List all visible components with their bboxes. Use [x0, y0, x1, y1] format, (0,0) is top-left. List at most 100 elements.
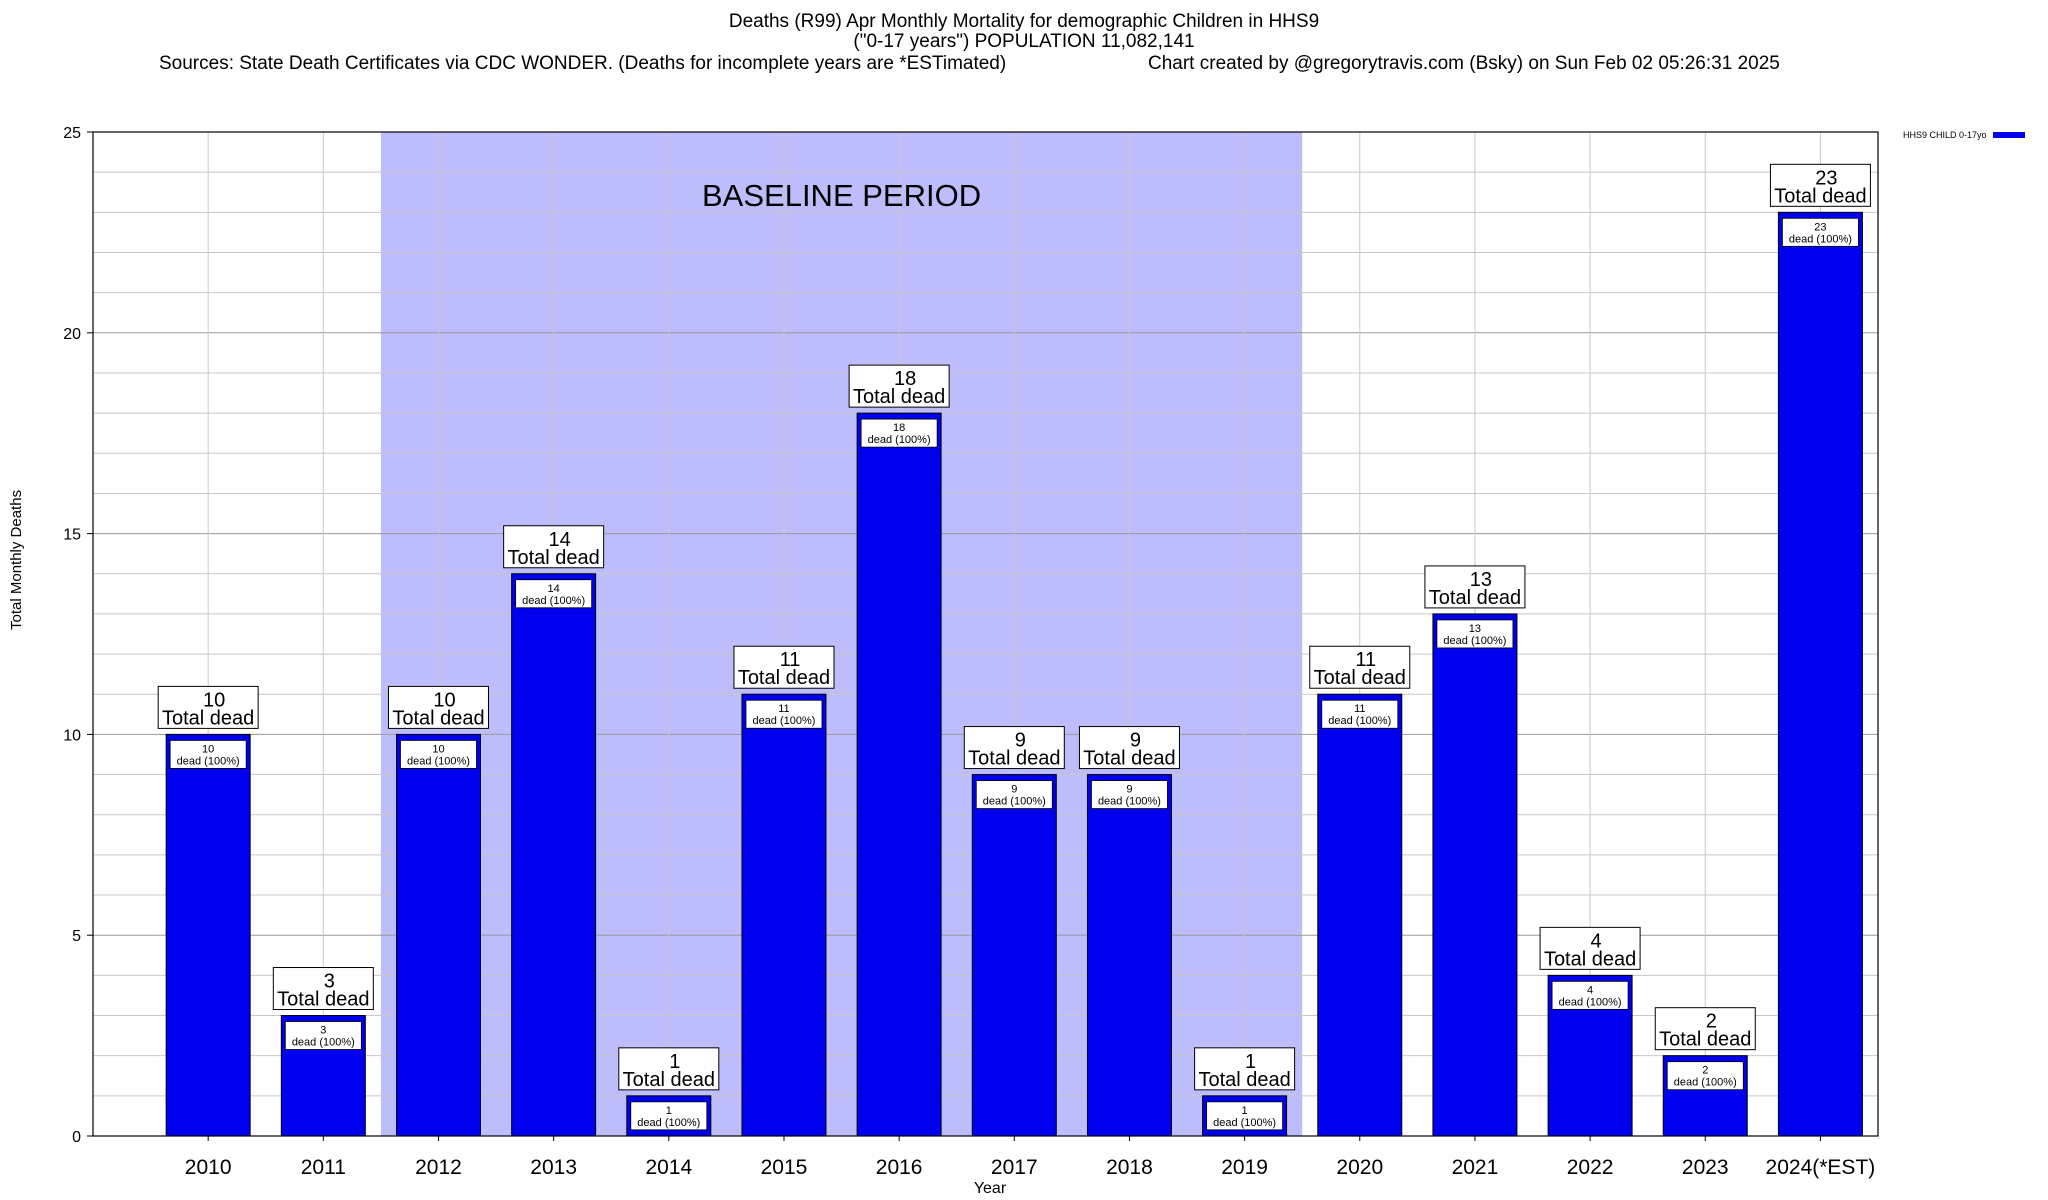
total-value-label: 13 — [1470, 569, 1492, 591]
bar-inner-value: 23 — [1814, 221, 1826, 233]
total-value-label: 11 — [780, 649, 801, 671]
bar-inner-label: dead (100%) — [637, 1117, 700, 1129]
bar-inner-label: dead (100%) — [407, 755, 470, 767]
bar-inner-label-box — [515, 579, 593, 609]
bar-inner-value: 10 — [202, 743, 214, 755]
bar — [511, 573, 597, 1137]
bar-inner-label-box — [1206, 1101, 1284, 1131]
total-label-box — [1769, 163, 1871, 207]
legend: HHS9 CHILD 0-17yo — [1903, 130, 2025, 140]
x-tick-label: 2021 — [1452, 1156, 1499, 1179]
total-text-label: Total dead — [162, 707, 254, 729]
bar-inner-label-box — [860, 418, 938, 448]
total-value-label: 9 — [1015, 730, 1026, 752]
bar-inner-value: 1 — [1242, 1105, 1248, 1117]
total-value-label: 10 — [203, 689, 225, 711]
x-tick-label: 2013 — [530, 1156, 577, 1179]
bar-inner-label: dead (100%) — [177, 755, 240, 767]
total-text-label: Total dead — [1429, 587, 1521, 609]
bar-inner-label-box — [1782, 217, 1859, 247]
bar-inner-label-box — [169, 740, 247, 769]
total-value-label: 4 — [1591, 930, 1602, 952]
total-label-box — [618, 1047, 720, 1091]
bar-inner-value: 9 — [1126, 784, 1132, 796]
bar-inner-label: dead (100%) — [1213, 1117, 1276, 1129]
bar-inner-label: dead (100%) — [292, 1037, 355, 1049]
total-label-box — [1078, 726, 1180, 770]
total-value-label: 2 — [1706, 1011, 1717, 1033]
legend-swatch — [1992, 132, 2025, 138]
total-label-box — [733, 645, 835, 689]
sources-text: Sources: State Death Certificates via CD… — [159, 53, 1007, 74]
legend-label: HHS9 CHILD 0-17yo — [1903, 130, 1987, 140]
chart-header: Deaths (R99) Apr Monthly Mortality for d… — [0, 12, 2048, 52]
bar-inner-label: dead (100%) — [1559, 996, 1622, 1008]
bar — [971, 774, 1057, 1137]
bar-inner-label: dead (100%) — [1443, 635, 1506, 647]
total-value-label: 1 — [1245, 1051, 1256, 1073]
y-axis-label: Total Monthly Deaths — [8, 489, 25, 630]
bar-inner-label-box — [400, 740, 477, 769]
bar-inner-label-box — [630, 1101, 708, 1131]
total-text-label: Total dead — [392, 707, 484, 729]
total-label-box — [272, 967, 374, 1011]
x-tick-label: 2010 — [185, 1156, 232, 1179]
y-tick-label: 0 — [72, 1129, 81, 1146]
total-text-label: Total dead — [853, 386, 945, 408]
x-tick-label: 2022 — [1567, 1156, 1614, 1179]
bar-inner-label: dead (100%) — [1674, 1077, 1737, 1089]
x-tick-label: 2012 — [415, 1156, 462, 1179]
x-tick-label: 2018 — [1106, 1156, 1153, 1179]
total-label-box — [1309, 645, 1411, 689]
bar — [856, 412, 942, 1137]
total-value-label: 11 — [1355, 649, 1376, 671]
total-text-label: Total dead — [623, 1069, 715, 1091]
bar — [741, 693, 827, 1137]
total-text-label: Total dead — [1774, 185, 1866, 207]
bar-inner-value: 9 — [1011, 784, 1017, 796]
bar — [1432, 613, 1518, 1137]
total-text-label: Total dead — [1198, 1069, 1290, 1091]
bar-inner-value: 3 — [320, 1025, 326, 1037]
bar-inner-label-box — [1551, 980, 1629, 1010]
total-value-label: 10 — [433, 689, 455, 711]
bar-inner-value: 2 — [1702, 1065, 1708, 1077]
bar-inner-label: dead (100%) — [1098, 796, 1161, 808]
total-text-label: Total dead — [1659, 1029, 1751, 1051]
total-text-label: Total dead — [507, 547, 599, 569]
x-tick-label: 2017 — [991, 1156, 1038, 1179]
total-label-box — [963, 726, 1065, 770]
total-label-box — [157, 685, 259, 729]
x-tick-label: 2020 — [1336, 1156, 1383, 1179]
total-value-label: 23 — [1815, 167, 1837, 189]
bar-inner-label-box — [975, 780, 1053, 809]
bar-inner-label: dead (100%) — [1789, 233, 1852, 245]
bar-inner-label: dead (100%) — [1328, 715, 1391, 727]
bar-inner-label-box — [1436, 619, 1514, 649]
total-label-box — [503, 525, 605, 569]
total-value-label: 14 — [549, 529, 571, 551]
bar-inner-value: 14 — [548, 583, 560, 595]
total-value-label: 9 — [1130, 730, 1141, 752]
x-tick-label: 2011 — [301, 1156, 346, 1179]
bar — [165, 733, 251, 1137]
x-tick-label: 2019 — [1221, 1156, 1268, 1179]
bar-inner-label: dead (100%) — [522, 595, 585, 607]
bar-inner-label: dead (100%) — [983, 796, 1046, 808]
bar-inner-value: 18 — [893, 422, 905, 434]
bar-inner-value: 10 — [432, 743, 444, 755]
bar — [395, 733, 481, 1137]
x-axis-label: Year — [973, 1180, 1007, 1197]
x-tick-label: 2023 — [1682, 1156, 1729, 1179]
total-label-box — [848, 364, 950, 408]
y-tick-label: 10 — [63, 727, 81, 744]
chart-title: Deaths (R99) Apr Monthly Mortality for d… — [728, 11, 1320, 32]
total-text-label: Total dead — [1544, 948, 1636, 970]
total-text-label: Total dead — [1314, 667, 1406, 689]
y-tick-label: 20 — [63, 326, 81, 343]
x-tick-label: 2016 — [876, 1156, 923, 1179]
chart-subtitle: ("0-17 years") POPULATION 11,082,141 — [853, 31, 1195, 52]
total-label-box — [387, 685, 489, 729]
total-text-label: Total dead — [738, 667, 830, 689]
